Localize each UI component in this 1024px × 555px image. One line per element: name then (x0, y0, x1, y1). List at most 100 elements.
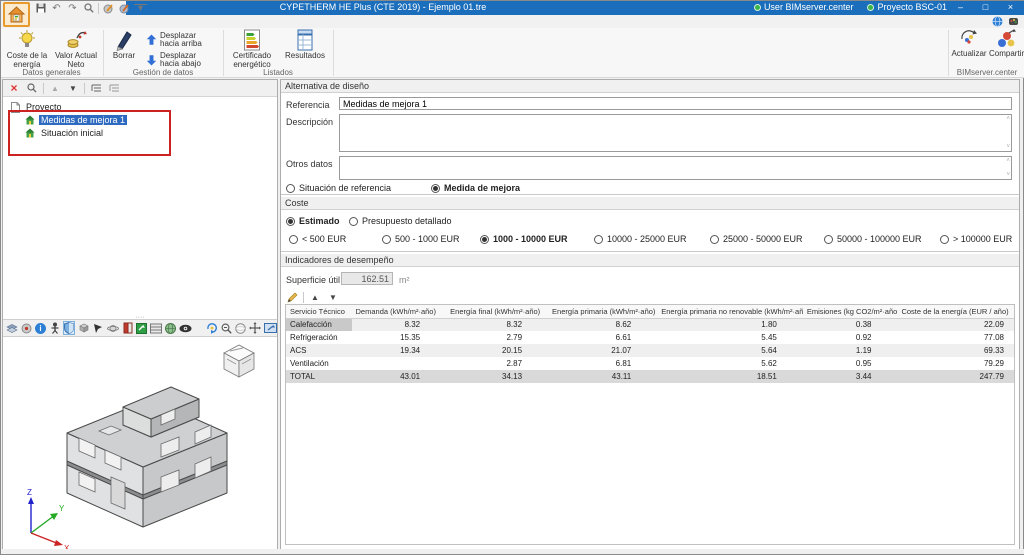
col-coste[interactable]: Coste de la energía (EUR / año) (897, 305, 1014, 319)
radio-medida-mejora[interactable]: Medida de mejora (431, 183, 520, 193)
scroll-up-icon[interactable]: ˄ (1006, 158, 1010, 164)
web-globe-icon[interactable] (992, 15, 1003, 27)
cell[interactable]: 1.19 (855, 346, 872, 355)
resultados-button[interactable]: Resultados (282, 29, 328, 67)
scroll-down-icon[interactable]: ˅ (1006, 144, 1010, 150)
tree-node-medidas[interactable]: Medidas de mejora 1 (3, 114, 277, 126)
cell[interactable]: 247.79 (979, 372, 1004, 381)
minimize-button[interactable]: – (957, 2, 963, 12)
row-down-icon[interactable]: ▼ (329, 292, 337, 302)
cell[interactable]: 2.87 (506, 359, 523, 368)
radio-situacion-referencia[interactable]: Situación de referencia (286, 183, 391, 193)
panel-splitter[interactable]: ···· (135, 314, 145, 321)
radio-range-0[interactable]: < 500 EUR (289, 234, 346, 244)
scroll-up-icon[interactable]: ˄ (1006, 116, 1010, 122)
cell[interactable] (352, 357, 447, 370)
cell[interactable]: 3.44 (855, 372, 872, 381)
valor-actual-neto-button[interactable]: Valor Actual Neto (52, 29, 100, 69)
cell[interactable]: 21.07 (611, 346, 632, 355)
globe-icon[interactable] (165, 321, 177, 335)
cell[interactable]: 1.80 (761, 320, 777, 330)
observer-icon[interactable] (49, 321, 60, 335)
referencia-input[interactable] (339, 97, 1012, 110)
app-icon[interactable] (3, 2, 30, 27)
shield-view-icon[interactable] (63, 321, 76, 335)
radio-range-4[interactable]: 25000 - 50000 EUR (710, 234, 803, 244)
cell[interactable]: 5.62 (761, 359, 777, 368)
cell[interactable]: 8.62 (615, 320, 632, 330)
cell[interactable]: 19.34 (400, 346, 421, 355)
visibility-eye-icon[interactable] (179, 321, 192, 335)
references-icon[interactable] (21, 321, 32, 335)
col-servicio[interactable]: Servicio Técnico (286, 305, 352, 319)
zoom-search-icon[interactable] (82, 2, 95, 14)
tree-node-proyecto[interactable]: Proyecto (3, 101, 277, 113)
maximize-button[interactable]: □ (982, 2, 989, 12)
save-icon[interactable] (34, 2, 47, 14)
col-energia-no-renovable[interactable]: Energía primaria no renovable (kWh/m²·añ… (657, 305, 803, 319)
tree-node-medidas-label[interactable]: Medidas de mejora 1 (39, 115, 128, 125)
cell[interactable]: 0.92 (855, 333, 872, 342)
orbit-icon[interactable] (107, 321, 119, 335)
theme-palette-icon[interactable] (1008, 16, 1019, 27)
descripcion-textarea[interactable]: ˄ ˅ (339, 114, 1012, 152)
window-bars-icon[interactable] (150, 321, 163, 335)
col-energia-primaria[interactable]: Energía primaria (kWh/m²·año) (548, 305, 658, 319)
undo-icon[interactable]: ↶ (52, 2, 61, 14)
partitions-icon[interactable] (122, 321, 133, 335)
radio-presupuesto[interactable]: Presupuesto detallado (349, 216, 452, 226)
cell[interactable]: 6.61 (615, 333, 632, 342)
borrar-button[interactable]: Borrar (106, 29, 142, 67)
cell[interactable]: 79.29 (983, 359, 1004, 368)
config-general-icon[interactable] (102, 2, 115, 14)
row-total-label[interactable]: TOTAL (290, 372, 316, 381)
cell[interactable]: 22.09 (983, 320, 1004, 330)
cell[interactable]: 0.95 (855, 359, 872, 368)
tree-search-icon[interactable] (25, 81, 39, 95)
radio-range-3[interactable]: 10000 - 25000 EUR (594, 234, 687, 244)
edit-pencil-icon[interactable] (285, 290, 299, 304)
tree-move-up-icon[interactable]: ▲ (51, 83, 59, 93)
cell[interactable]: 8.32 (506, 320, 523, 330)
cell[interactable]: 15.35 (400, 333, 421, 342)
cell[interactable]: 5.64 (761, 346, 777, 355)
tree-expand-all-icon[interactable] (89, 81, 103, 95)
fit-screen-icon[interactable] (264, 321, 278, 335)
radio-range-5[interactable]: 50000 - 100000 EUR (824, 234, 922, 244)
desplazar-arriba-button[interactable]: Desplazar hacia arriba (146, 30, 220, 49)
tree-node-situacion[interactable]: Situación inicial (3, 127, 277, 139)
scene-layers-icon[interactable] (6, 321, 18, 335)
pointer-flag-icon[interactable] (93, 321, 104, 335)
otros-datos-textarea[interactable]: ˄ ˅ (339, 156, 1012, 180)
info-icon[interactable]: i (35, 321, 47, 335)
col-emisiones[interactable]: Emisiones (kg CO2/m²·año) (802, 305, 898, 319)
actualizar-button[interactable]: Actualizar (951, 29, 987, 67)
col-demanda[interactable]: Demanda (kWh/m²·año) (351, 305, 447, 319)
rotate-model-icon[interactable] (78, 321, 90, 335)
table-row[interactable]: Calefacción 8.32 8.32 8.62 1.80 0.38 22.… (286, 318, 1014, 331)
user-badge[interactable]: User BIMserver.center (753, 2, 853, 12)
orbit-sphere-icon[interactable] (235, 321, 246, 335)
table-row[interactable]: ACS 19.34 20.15 21.07 5.64 1.19 69.33 (286, 344, 1014, 357)
row-up-icon[interactable]: ▲ (311, 292, 319, 302)
radio-range-2[interactable]: 1000 - 10000 EUR (480, 234, 568, 244)
tree-collapse-all-icon[interactable] (107, 81, 121, 95)
compartir-button[interactable]: Compartir (989, 29, 1024, 67)
tree-move-down-icon[interactable]: ▼ (69, 83, 77, 93)
cell[interactable]: 34.13 (502, 372, 523, 381)
close-button[interactable]: × (1007, 2, 1014, 12)
cell[interactable]: 43.11 (611, 372, 632, 381)
scroll-down-icon[interactable]: ˅ (1006, 172, 1010, 178)
model-3d-viewport[interactable]: Z Y X (3, 337, 277, 549)
desplazar-abajo-button[interactable]: Desplazar hacia abajo (146, 50, 220, 69)
coste-energia-button[interactable]: Coste de la energía (3, 29, 51, 69)
zoom-window-icon[interactable] (221, 321, 232, 335)
cell[interactable]: 6.81 (615, 359, 632, 368)
tree-delete-icon[interactable]: × (10, 81, 18, 95)
cell[interactable]: 18.51 (756, 372, 777, 381)
export-green-icon[interactable] (136, 321, 148, 335)
certificado-energetico-button[interactable]: Certificado energético (226, 29, 278, 69)
cell[interactable]: 8.32 (404, 320, 421, 330)
radio-range-6[interactable]: > 100000 EUR (940, 234, 1012, 244)
radio-estimado[interactable]: Estimado (286, 216, 340, 226)
